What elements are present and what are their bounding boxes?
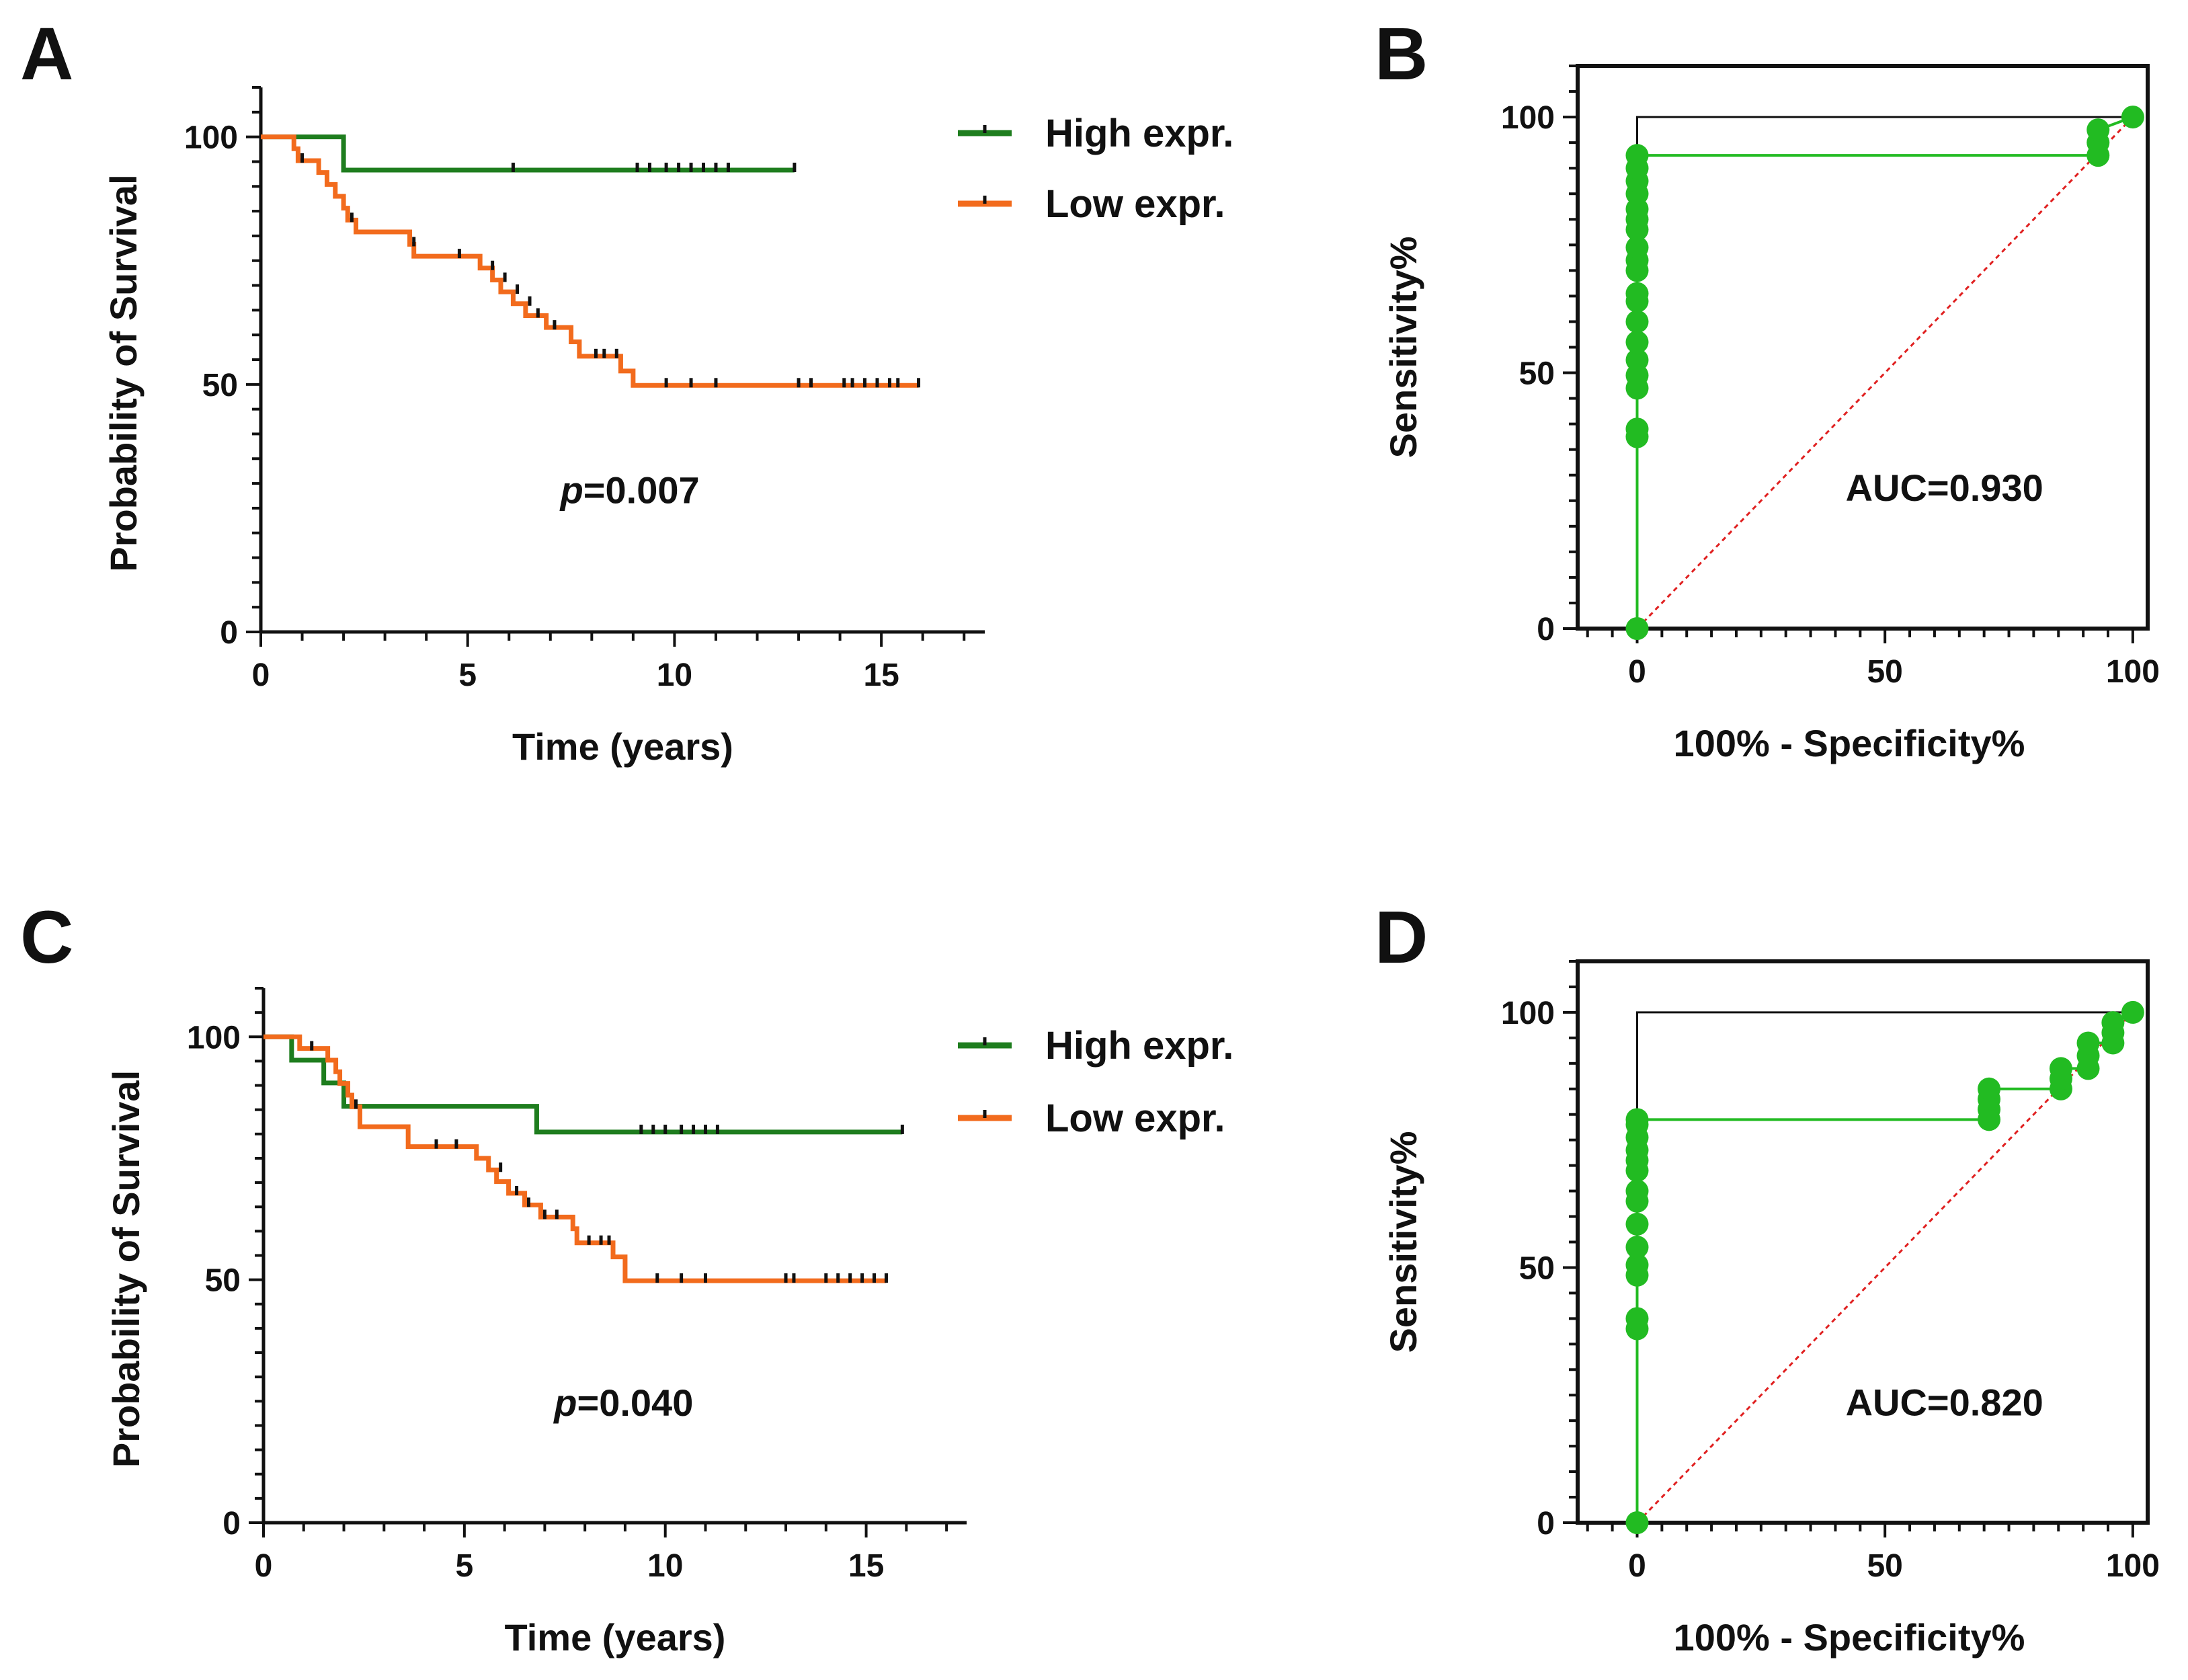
x-tick-label: 100 (2106, 1548, 2160, 1584)
panel-C: C 0 5 10 15 0 50 100 Time (years) Probability of … (20, 896, 1233, 1658)
roc-point (2101, 1011, 2125, 1035)
roc-point (1625, 1236, 1649, 1259)
chance-diagonal (1636, 116, 2134, 630)
x-tick-label: 10 (647, 1548, 683, 1584)
panel-D: D 0 50 100 0 50 100 100% - Specificity% Sensitiv… (1375, 896, 2160, 1658)
roc-point (1625, 236, 1649, 259)
x-tick-label: 5 (456, 1548, 474, 1584)
y-tick-label: 100 (1501, 996, 1555, 1031)
x-tick-label: 10 (657, 657, 692, 693)
roc-point (1625, 282, 1649, 305)
p-value-annotation: p=0.007 (559, 469, 700, 512)
x-tick-label: 15 (848, 1548, 884, 1584)
y-tick-label: 100 (1501, 100, 1555, 136)
p-value: =0.040 (577, 1382, 694, 1424)
roc-point (2121, 106, 2144, 129)
x-tick-label: 0 (1628, 1548, 1646, 1584)
plot-frame (1576, 64, 2150, 631)
roc-point (1625, 1212, 1649, 1236)
y-tick-label: 50 (1519, 356, 1555, 392)
legend-label: High expr. (1045, 112, 1233, 155)
y-tick-label: 50 (202, 368, 238, 403)
panel-B: B 0 50 100 0 50 100 100% - Specificity% Sensitiv… (1375, 13, 2160, 764)
y-tick-label: 0 (222, 1506, 241, 1542)
x-axis-title: Time (years) (505, 1616, 726, 1658)
roc-point (1625, 1511, 1649, 1534)
y-axis-title: Probability of Survival (102, 174, 145, 571)
y-tick-label: 0 (1537, 612, 1555, 647)
panel-label: B (1375, 13, 1428, 95)
panel-label: C (20, 896, 73, 979)
x-tick-label: 0 (252, 657, 270, 693)
y-tick-label: 100 (184, 120, 238, 156)
panel-label: A (20, 13, 73, 95)
roc-point (2049, 1057, 2072, 1080)
y-axis-title: Probability of Survival (105, 1070, 147, 1468)
p-symbol: p (559, 469, 583, 512)
x-tick-label: 0 (1628, 654, 1646, 690)
roc-point (1625, 1307, 1649, 1330)
km-line-high (264, 1034, 903, 1135)
km-line-low (261, 134, 919, 388)
roc-point (1625, 1179, 1649, 1203)
legend-label: High expr. (1045, 1024, 1233, 1068)
roc-point (1625, 617, 1649, 640)
y-tick-label: 0 (1537, 1506, 1555, 1542)
km-line-low (264, 1034, 887, 1283)
x-tick-label: 0 (255, 1548, 273, 1584)
y-tick-label: 50 (205, 1263, 241, 1299)
legend-label: Low expr. (1045, 182, 1225, 226)
x-axis-title: 100% - Specificity% (1674, 1616, 2025, 1658)
roc-point (1625, 144, 1649, 167)
roc-point (1625, 417, 1649, 441)
panel-label: D (1375, 896, 1428, 979)
y-tick-label: 100 (187, 1020, 241, 1055)
p-value-annotation: p=0.040 (553, 1382, 693, 1424)
auc-annotation: AUC=0.930 (1846, 467, 2043, 509)
p-value: =0.007 (583, 469, 700, 512)
x-tick-label: 100 (2106, 654, 2160, 690)
roc-point (1625, 1108, 1649, 1131)
x-tick-label: 50 (1867, 1548, 1902, 1584)
km-line-high (261, 134, 795, 173)
x-tick-label: 50 (1867, 654, 1902, 690)
x-axis-title: 100% - Specificity% (1674, 722, 2025, 764)
x-tick-label: 5 (458, 657, 477, 693)
roc-point (1625, 330, 1649, 354)
p-symbol: p (553, 1382, 577, 1424)
y-tick-label: 0 (220, 615, 238, 651)
panel-A: A 0 5 10 15 0 50 100 Time (years) Probability of … (20, 13, 1233, 768)
legend-label: Low expr. (1045, 1096, 1225, 1140)
roc-point (1625, 1253, 1649, 1277)
roc-point (2086, 118, 2110, 142)
plot-frame (1576, 959, 2150, 1525)
x-tick-label: 15 (863, 657, 899, 693)
roc-point (1978, 1077, 2001, 1101)
x-axis-title: Time (years) (512, 725, 733, 768)
roc-point (2076, 1031, 2100, 1055)
roc-point (1625, 348, 1649, 372)
y-tick-label: 50 (1519, 1250, 1555, 1286)
roc-point (1625, 310, 1649, 333)
y-axis-title: Sensitivity% (1382, 1131, 1424, 1353)
auc-annotation: AUC=0.820 (1846, 1382, 2043, 1424)
y-axis-title: Sensitivity% (1382, 237, 1424, 458)
roc-point (2121, 1000, 2144, 1024)
